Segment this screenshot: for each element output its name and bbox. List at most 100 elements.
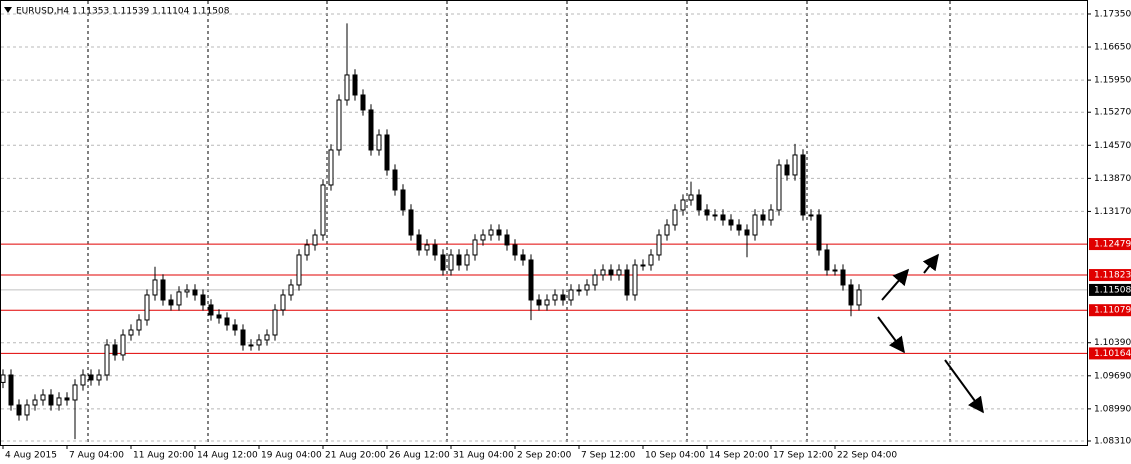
y-tick-label: 1.13870 [1094,174,1131,184]
candle-body [160,279,166,301]
plot-area [0,0,1088,446]
candle-body [224,317,230,326]
candle-body [40,394,46,401]
candle-body [120,334,126,356]
candle-body [672,209,678,226]
arrow [922,253,939,274]
candle-body [256,339,262,346]
x-tick-label: 4 Aug 2015 [5,451,57,461]
candle-body [752,214,758,236]
candle-body [608,269,614,276]
candle-body [168,299,174,306]
candle-body [136,319,142,331]
candle-body [368,109,374,151]
level-label: 1.11823 [1094,271,1131,281]
x-tick-label: 19 Aug 04:00 [261,451,322,461]
candle-body [320,184,326,236]
candle-body [248,344,254,347]
candle-body [576,289,582,292]
candle-body [0,374,6,383]
y-tick-label: 1.10390 [1094,338,1131,348]
candle-body [96,374,102,381]
candle-body [632,264,638,296]
candle-body [280,294,286,311]
x-tick-label: 7 Aug 04:00 [69,451,124,461]
candle-body [800,154,806,216]
y-tick-label: 1.17350 [1094,9,1131,19]
x-tick-label: 2 Sep 20:00 [517,451,572,461]
candle-body [112,344,118,356]
x-tick-label: 22 Sep 04:00 [837,451,897,461]
candle-body [696,194,702,211]
candle-body [616,269,622,276]
candle-body [272,309,278,336]
candle-body [184,289,190,293]
candle-body [808,214,814,217]
candle-body [376,134,382,151]
x-tick-label: 7 Sep 12:00 [581,451,636,461]
candle-body [80,374,86,386]
candle-body [200,294,206,306]
x-tick-label: 10 Sep 04:00 [645,451,705,461]
candle-body [416,234,422,251]
arrow [944,359,984,414]
period-separators [87,1,951,445]
annotation-arrows [877,253,984,414]
candle-body [304,244,310,256]
level-label-box [1089,347,1131,360]
candle-body [600,269,606,276]
candle-body [72,384,78,401]
candle-body [288,284,294,296]
candle-body [816,214,822,251]
candle-body [328,149,334,186]
candle-body [264,334,270,341]
candle-body [176,291,182,306]
candle-body [104,344,110,376]
y-tick-label: 1.15270 [1094,108,1131,118]
candle-body [776,164,782,211]
y-tick-label: 1.14570 [1094,141,1131,151]
candle-body [560,294,566,301]
candle-body [640,264,646,267]
candle-body [544,299,550,306]
candle-body [504,234,510,246]
candle-body [192,289,198,296]
candle-body [784,164,790,176]
candle-body [352,74,358,96]
candle-body [456,254,462,266]
x-tick-label: 14 Sep 20:00 [709,451,769,461]
candle-body [128,329,134,336]
arrow [881,268,910,301]
candle-body [840,269,846,286]
candle-body [472,239,478,256]
chart-title: EURUSD,H4 1.11353 1.11539 1.11104 1.1150… [16,7,230,17]
candle-body [760,214,766,221]
candle-body [144,294,150,321]
candle-body [848,284,854,306]
symbol-menu-icon[interactable] [4,7,12,13]
candle-body [88,374,94,381]
candle-body [408,209,414,236]
candle-body [360,94,366,111]
candle-body [384,134,390,171]
candle-body [512,244,518,256]
candle-body [720,214,726,221]
candle-body [448,254,454,271]
x-tick-label: 14 Aug 12:00 [197,451,258,461]
candle-body [32,399,38,406]
candle-body [528,259,534,301]
candle-body [312,234,318,246]
candle-body [712,214,718,217]
candle-body [8,374,14,406]
candle-body [664,224,670,236]
candle-body [768,209,774,221]
level-label: 1.12479 [1094,240,1131,250]
candle-body [464,254,470,266]
candle-body [584,284,590,291]
candle-body [344,74,350,101]
candle-body [680,199,686,211]
y-tick-label: 1.08310 [1094,436,1131,446]
candle-body [400,189,406,211]
candle-body [736,224,742,231]
